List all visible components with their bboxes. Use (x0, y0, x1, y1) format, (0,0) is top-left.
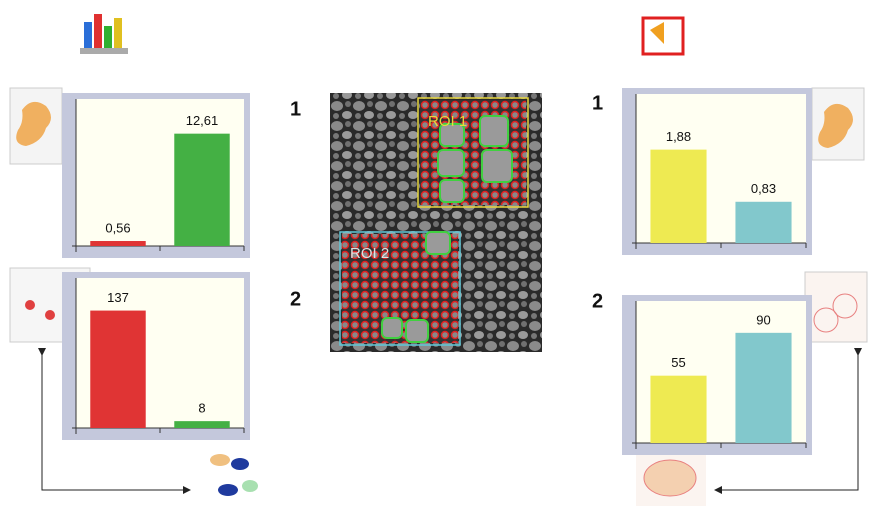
value-label: 0,56 (105, 220, 130, 235)
chart-number: 1 (592, 92, 603, 114)
roi-label: ROI 2 (350, 245, 389, 262)
roi-icon (641, 16, 685, 56)
arrow (714, 348, 862, 494)
bar (90, 241, 146, 246)
value-label: 8 (198, 401, 205, 416)
bar (650, 149, 707, 243)
value-label: 90 (756, 312, 770, 327)
arrow (38, 348, 191, 494)
value-label: 55 (671, 355, 685, 370)
value-label: 137 (107, 290, 129, 305)
value-label: 1,88 (666, 129, 691, 144)
roi-label: ROI 1 (428, 113, 467, 130)
bar (174, 421, 230, 428)
microscopy-image (330, 93, 542, 352)
chart-number: 2 (290, 288, 301, 310)
shape-icon (9, 87, 868, 506)
bar (174, 133, 230, 246)
chart-number: 1 (290, 98, 301, 120)
value-label: 0,83 (751, 181, 776, 196)
bar (650, 375, 707, 443)
bar (735, 201, 792, 243)
chart-number: 2 (592, 290, 603, 312)
value-label: 12,61 (186, 113, 219, 128)
bar (735, 332, 792, 443)
bar (90, 310, 146, 428)
chart-icon (80, 14, 128, 54)
